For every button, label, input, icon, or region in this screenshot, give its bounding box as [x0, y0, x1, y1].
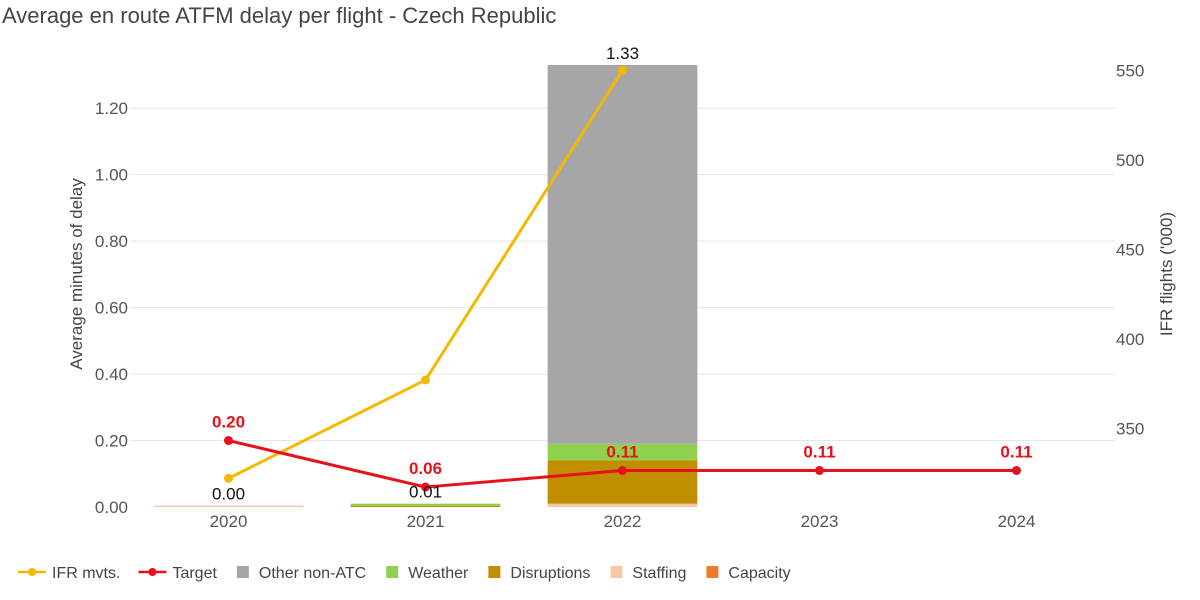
y-tick-label: 0.00 [95, 498, 128, 517]
x-axis: 2020 2021 2022 2023 2024 [210, 512, 1036, 531]
y-tick-label: 0.20 [95, 432, 128, 451]
point-target [421, 482, 430, 492]
target-value-label: 0.11 [1000, 442, 1032, 461]
legend: IFR mvts. Target Other non-ATC Weather Disru… [18, 565, 791, 582]
point-ifr-mvts [421, 375, 430, 385]
x-tick-label: 2024 [998, 512, 1036, 531]
legend-swatch [488, 566, 501, 578]
bar-staffing-2020 [153, 505, 304, 507]
y2-tick-label: 450 [1116, 240, 1144, 259]
legend-label: Other non-ATC [259, 565, 366, 582]
legend-marker [28, 568, 36, 576]
legend-item-capacity: Capacity [706, 565, 791, 582]
y2-axis-label: IFR flights ('000) [1157, 212, 1176, 336]
legend-label: Target [172, 565, 217, 582]
y-tick-label: 0.40 [95, 365, 128, 384]
y-axis-left: 0.00 0.20 0.40 0.60 0.80 1.00 1.20 [95, 99, 128, 517]
x-tick-label: 2021 [407, 512, 445, 531]
y2-tick-label: 350 [1116, 419, 1144, 438]
y2-tick-label: 400 [1116, 330, 1144, 349]
bar-weather-2021 [350, 503, 501, 506]
legend-label: Disruptions [510, 565, 590, 582]
y-tick-label: 1.20 [95, 99, 128, 118]
legend-item-ifr-mvts: IFR mvts. [18, 565, 120, 582]
point-target [815, 465, 824, 475]
chart-title: Average en route ATFM delay per flight -… [2, 3, 556, 28]
bar-weather-2022 [547, 443, 698, 461]
point-target [618, 465, 627, 475]
x-tick-label: 2022 [604, 512, 642, 531]
legend-swatch [386, 566, 399, 578]
target-value-label: 0.06 [409, 459, 442, 478]
legend-label: Staffing [632, 565, 686, 582]
data-labels: 0.00 0.01 1.33 0.20 0.06 0.11 0.11 0.11 [212, 44, 1033, 504]
legend-item-weather: Weather [386, 565, 469, 582]
legend-marker [148, 568, 157, 576]
legend-swatch [706, 566, 719, 578]
line-series [224, 65, 1021, 492]
y2-tick-label: 500 [1116, 151, 1144, 170]
bar-other-non-atc-2022 [547, 65, 698, 444]
bars [153, 65, 698, 507]
y-axis-right: 350 400 450 500 550 [1116, 61, 1144, 438]
point-ifr-mvts [618, 65, 627, 75]
legend-swatch [610, 566, 623, 578]
point-target [224, 436, 233, 446]
legend-item-other-non-atc: Other non-ATC [236, 565, 366, 582]
target-value-label: 0.11 [606, 442, 638, 461]
legend-label: Capacity [728, 565, 790, 582]
target-value-label: 0.20 [212, 413, 245, 432]
y-tick-label: 1.00 [95, 166, 128, 185]
bar-total-label: 0.00 [212, 485, 245, 504]
legend-swatch [236, 566, 249, 578]
legend-item-target: Target [138, 565, 217, 582]
y-axis-label: Average minutes of delay [67, 178, 86, 370]
legend-label: Weather [408, 565, 469, 582]
bar-staffing-2022 [547, 503, 698, 507]
y-tick-label: 0.80 [95, 232, 128, 251]
x-tick-label: 2020 [210, 512, 248, 531]
legend-item-disruptions: Disruptions [488, 565, 590, 582]
legend-item-staffing: Staffing [610, 565, 686, 582]
target-value-label: 0.11 [803, 442, 835, 461]
y-tick-label: 0.60 [95, 299, 128, 318]
bar-disruptions-2021 [350, 505, 501, 507]
legend-label: IFR mvts. [52, 565, 120, 582]
point-ifr-mvts [224, 473, 233, 483]
y2-tick-label: 550 [1116, 61, 1144, 80]
bar-total-label: 0.01 [409, 483, 442, 502]
point-target [1012, 465, 1021, 475]
bar-total-label: 1.33 [606, 44, 639, 63]
x-tick-label: 2023 [801, 512, 839, 531]
